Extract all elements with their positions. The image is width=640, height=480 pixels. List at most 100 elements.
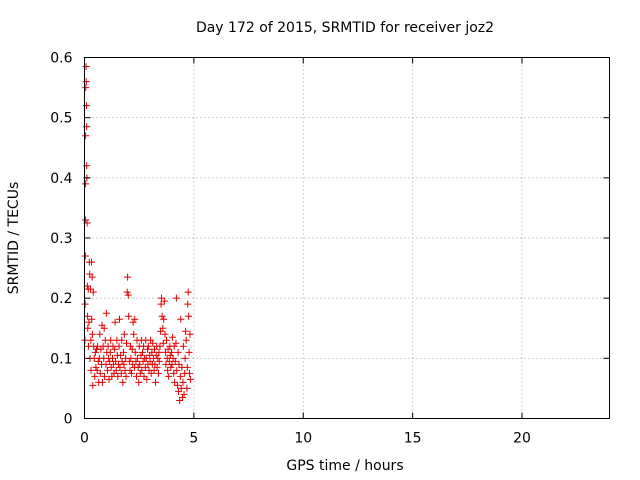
data-point [122, 372, 130, 380]
data-point [144, 342, 152, 350]
data-point [117, 351, 125, 359]
y-tick-label: 0 [64, 412, 73, 428]
data-point [183, 384, 191, 392]
data-point [102, 309, 110, 317]
data-point [116, 315, 123, 323]
data-point [160, 315, 168, 323]
data-point [160, 297, 168, 305]
data-point [82, 180, 90, 188]
data-point [167, 363, 175, 371]
x-tick-label: 0 [80, 431, 89, 447]
data-point [142, 354, 150, 362]
data-point [82, 216, 90, 224]
data-point [106, 348, 114, 356]
data-point [180, 390, 188, 398]
data-point [128, 369, 136, 377]
data-point [82, 132, 90, 140]
data-point [144, 345, 151, 353]
data-point [93, 366, 101, 374]
y-tick-label: 0.5 [50, 111, 72, 127]
data-point [174, 348, 182, 356]
data-point [88, 315, 96, 323]
data-point [87, 336, 95, 344]
data-point [89, 381, 97, 389]
data-point [184, 288, 192, 296]
data-point [177, 315, 185, 323]
data-point [117, 369, 125, 377]
x-axis-label: GPS time / hours [286, 458, 403, 474]
data-point [159, 324, 167, 332]
y-tick-label: 0.1 [50, 351, 72, 367]
x-tick-label: 20 [513, 431, 531, 447]
data-point [82, 63, 90, 71]
data-point [168, 348, 176, 356]
data-point [81, 300, 89, 308]
y-axis-label: SRMTID / TECUs [6, 182, 22, 295]
data-point [126, 366, 134, 374]
data-point [82, 84, 90, 92]
data-point [154, 354, 162, 362]
data-point [109, 354, 116, 362]
data-point [179, 342, 187, 350]
data-point [127, 354, 135, 362]
data-point [103, 366, 111, 374]
data-point [186, 375, 194, 383]
data-point [105, 375, 113, 383]
data-point [172, 339, 180, 347]
data-point [118, 357, 126, 365]
data-point [124, 291, 132, 299]
data-point [81, 252, 89, 260]
data-point [119, 378, 127, 386]
data-point [112, 366, 120, 374]
data-point [101, 372, 109, 380]
data-point [173, 366, 181, 374]
data-point [157, 300, 165, 308]
data-point [161, 330, 169, 338]
data-point [96, 369, 104, 377]
data-point [96, 330, 104, 338]
data-point [123, 288, 131, 296]
data-point [163, 336, 171, 344]
data-point [91, 372, 99, 380]
data-point [172, 294, 180, 302]
data-point [138, 366, 146, 374]
data-point [181, 354, 189, 362]
data-point [158, 312, 166, 320]
data-point [92, 363, 100, 371]
data-point [165, 372, 173, 380]
data-point [176, 372, 184, 380]
data-point [125, 312, 133, 320]
data-point [186, 369, 193, 377]
data-point [120, 360, 128, 368]
data-point [129, 360, 137, 368]
data-point [112, 357, 120, 365]
data-point [156, 342, 164, 350]
data-point [89, 288, 97, 296]
data-point [186, 330, 194, 338]
data-point [152, 378, 160, 386]
data-point [91, 348, 99, 356]
data-point [139, 357, 147, 365]
data-point [123, 339, 130, 347]
data-point [131, 348, 139, 356]
data-point [88, 258, 95, 266]
x-tick-label: 10 [294, 431, 312, 447]
data-point [87, 366, 95, 374]
data-point [133, 372, 141, 380]
data-point [147, 369, 155, 377]
axis-ticks: 0 5 10 15 20 0 0.1 0.2 0.3 0.4 0.5 0.6 [50, 51, 610, 447]
data-point [166, 351, 174, 359]
data-point [128, 345, 136, 353]
data-point [182, 336, 190, 344]
y-tick-label: 0.2 [50, 291, 72, 307]
y-tick-label: 0.6 [50, 51, 72, 67]
data-point [168, 333, 176, 341]
data-point [130, 330, 138, 338]
data-point [98, 378, 106, 386]
data-point [136, 360, 144, 368]
grid-lines [84, 57, 610, 419]
data-point [118, 336, 126, 344]
data-point [164, 345, 172, 353]
data-point [155, 348, 163, 356]
